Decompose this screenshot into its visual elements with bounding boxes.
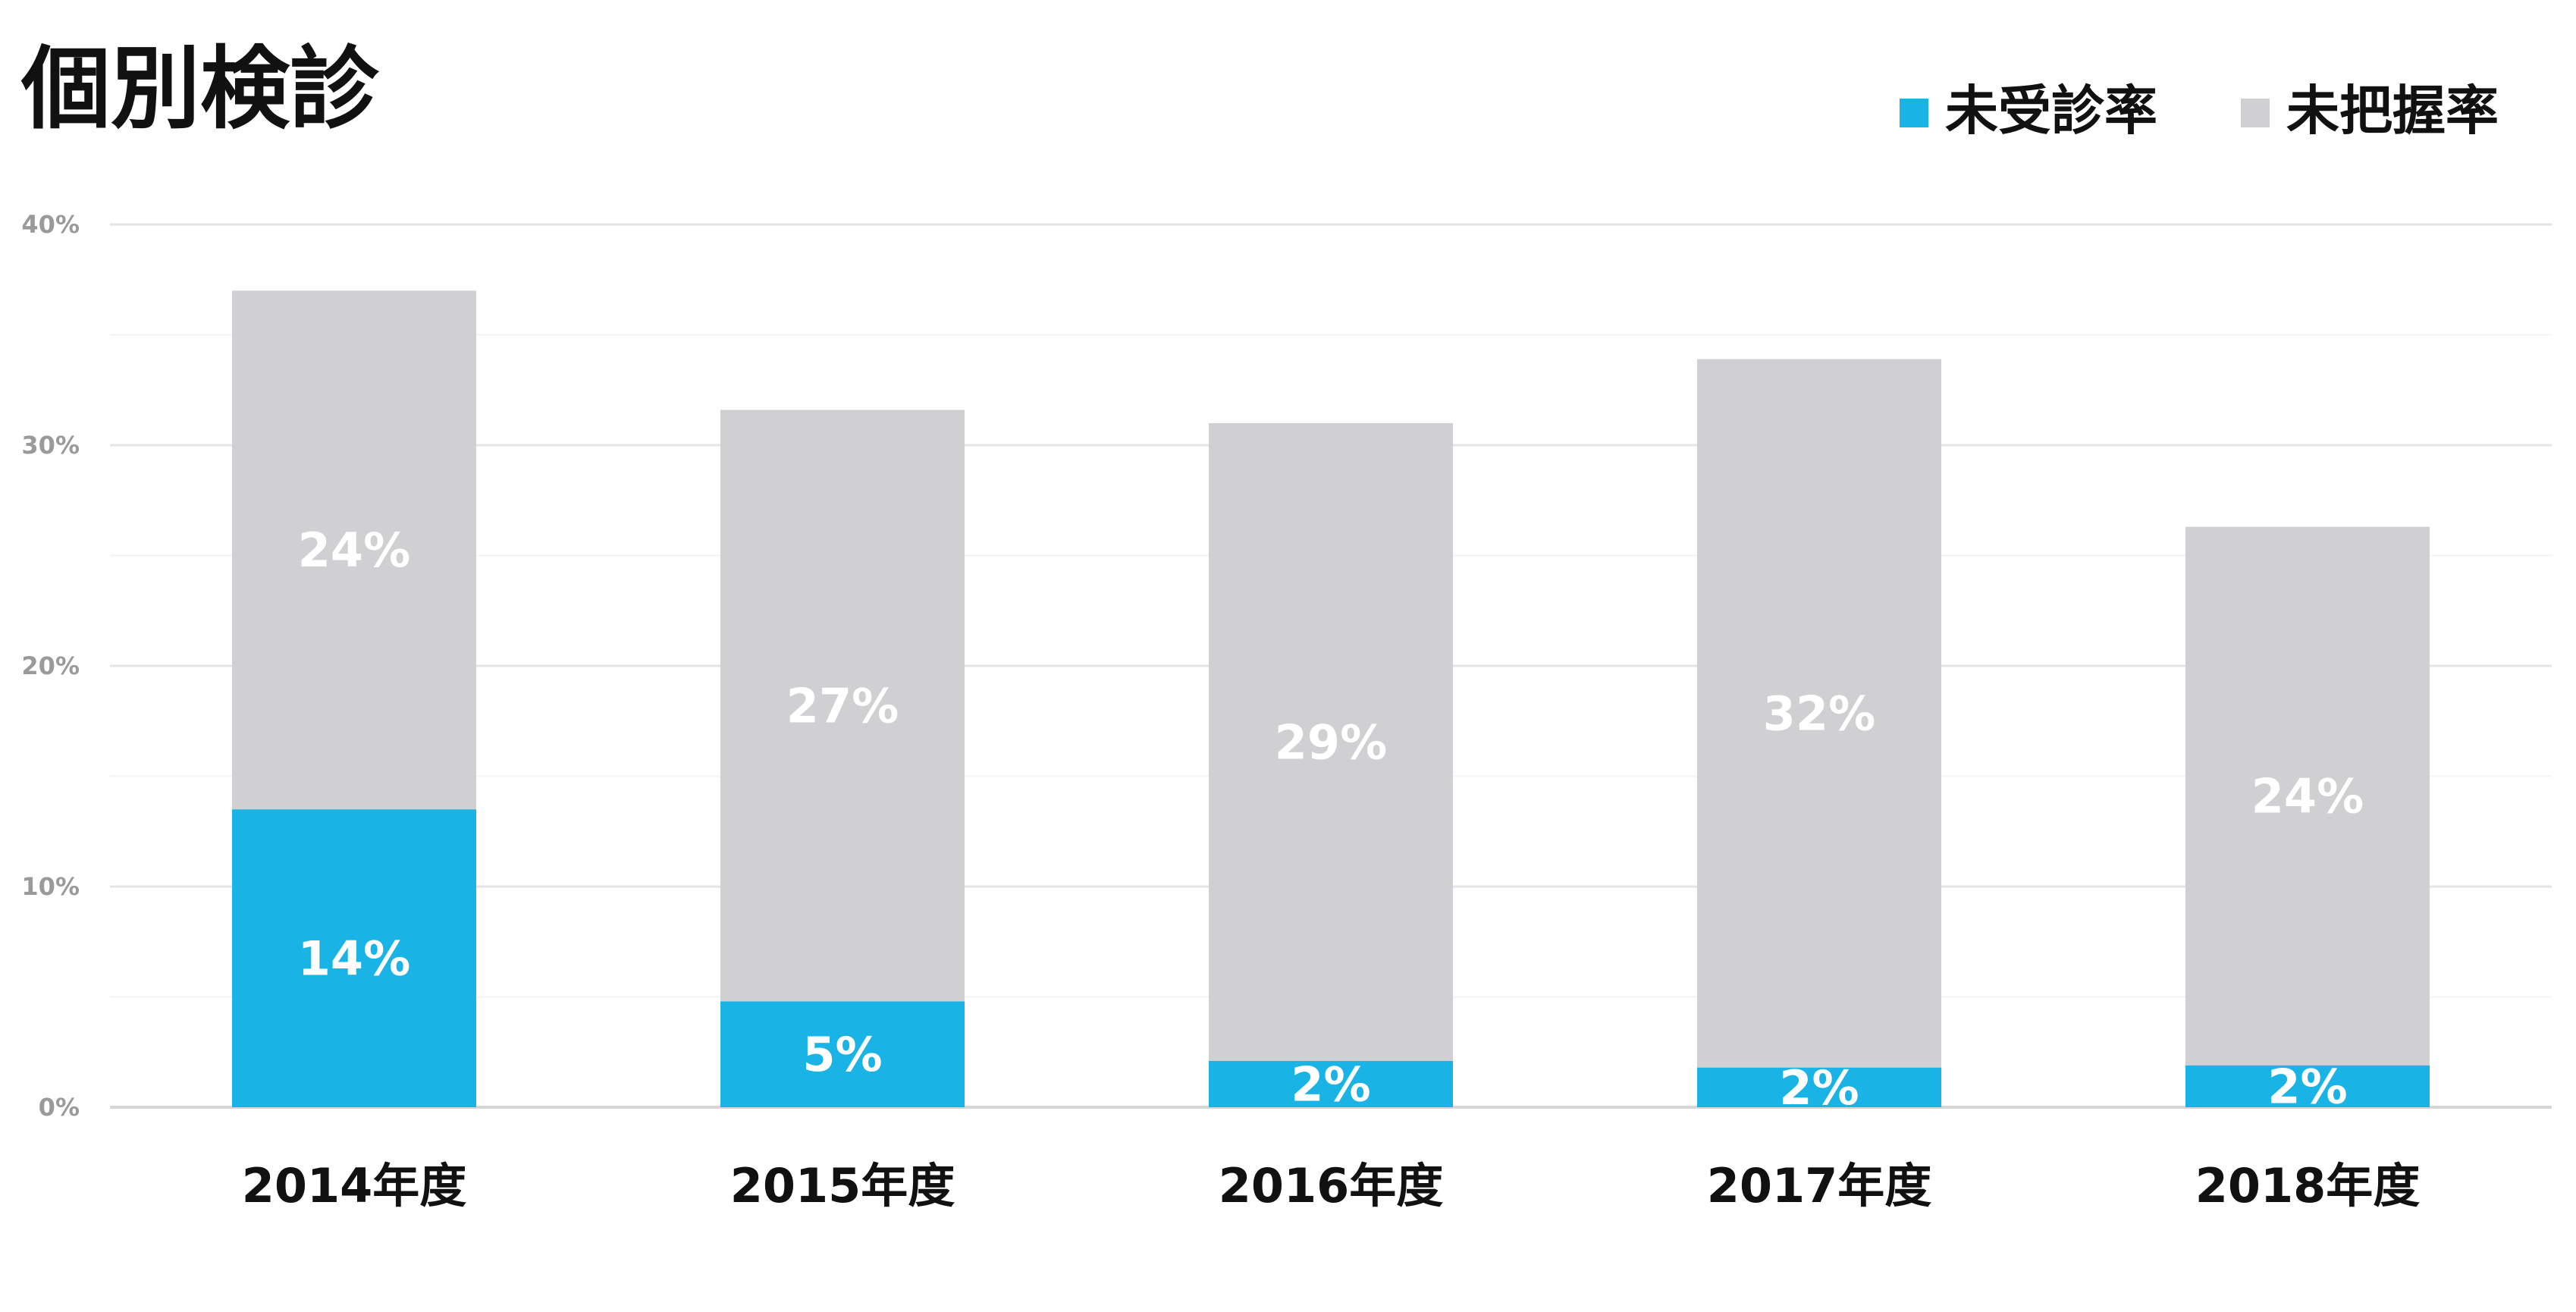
data-label: 29% <box>1275 714 1387 770</box>
x-tick-label: 2015年度 <box>730 1158 955 1213</box>
legend: 未受診率 未把握率 <box>1900 80 2499 142</box>
y-tick-label: 0% <box>39 1093 80 1122</box>
data-label: 2% <box>1779 1060 1859 1116</box>
y-tick-label: 20% <box>21 651 80 680</box>
data-label: 24% <box>298 523 410 578</box>
chart-title: 個別検診 <box>20 36 380 141</box>
bar-unexamined-rate <box>720 1001 965 1107</box>
y-tick-label: 10% <box>21 872 80 901</box>
bar-unknown-rate <box>1697 359 1941 1068</box>
bar-unknown-rate <box>2185 526 2430 1066</box>
axis-layer: 0% 10% 20% 30% 40% 2014年度 2015年度 2016年度 2017年度 20… <box>21 210 2420 1213</box>
data-label: 32% <box>1763 686 1875 742</box>
bar-unexamined-rate <box>232 809 476 1107</box>
data-labels-layer: 14% 24% 5% 27% 2% 29% 2% 32% 2% 24% <box>298 523 2364 1116</box>
data-label: 5% <box>802 1027 882 1082</box>
data-label: 24% <box>2251 769 2364 824</box>
bars-layer <box>232 290 2430 1107</box>
x-tick-label: 2018年度 <box>2195 1158 2421 1213</box>
legend-swatch-unexamined-rate <box>1900 99 1928 127</box>
data-label: 2% <box>1291 1056 1370 1112</box>
legend-swatch-unknown-rate <box>2241 99 2270 127</box>
data-label: 14% <box>298 931 410 987</box>
x-tick-label: 2017年度 <box>1707 1158 1932 1213</box>
legend-label-unexamined-rate: 未受診率 <box>1945 80 2157 142</box>
y-tick-label: 30% <box>21 431 80 460</box>
bar-unexamined-rate <box>1697 1067 1941 1107</box>
bar-unexamined-rate <box>2185 1065 2430 1107</box>
x-tick-label: 2016年度 <box>1219 1158 1444 1213</box>
data-label: 2% <box>2267 1059 2347 1114</box>
bar-unexamined-rate <box>1209 1060 1453 1107</box>
x-tick-label: 2014年度 <box>242 1158 467 1213</box>
bar-unknown-rate <box>720 410 965 1002</box>
data-label: 27% <box>786 678 899 733</box>
bar-unknown-rate <box>1209 422 1453 1061</box>
bar-unknown-rate <box>232 290 476 810</box>
legend-label-unknown-rate: 未把握率 <box>2286 80 2499 142</box>
y-tick-label: 40% <box>21 210 80 239</box>
